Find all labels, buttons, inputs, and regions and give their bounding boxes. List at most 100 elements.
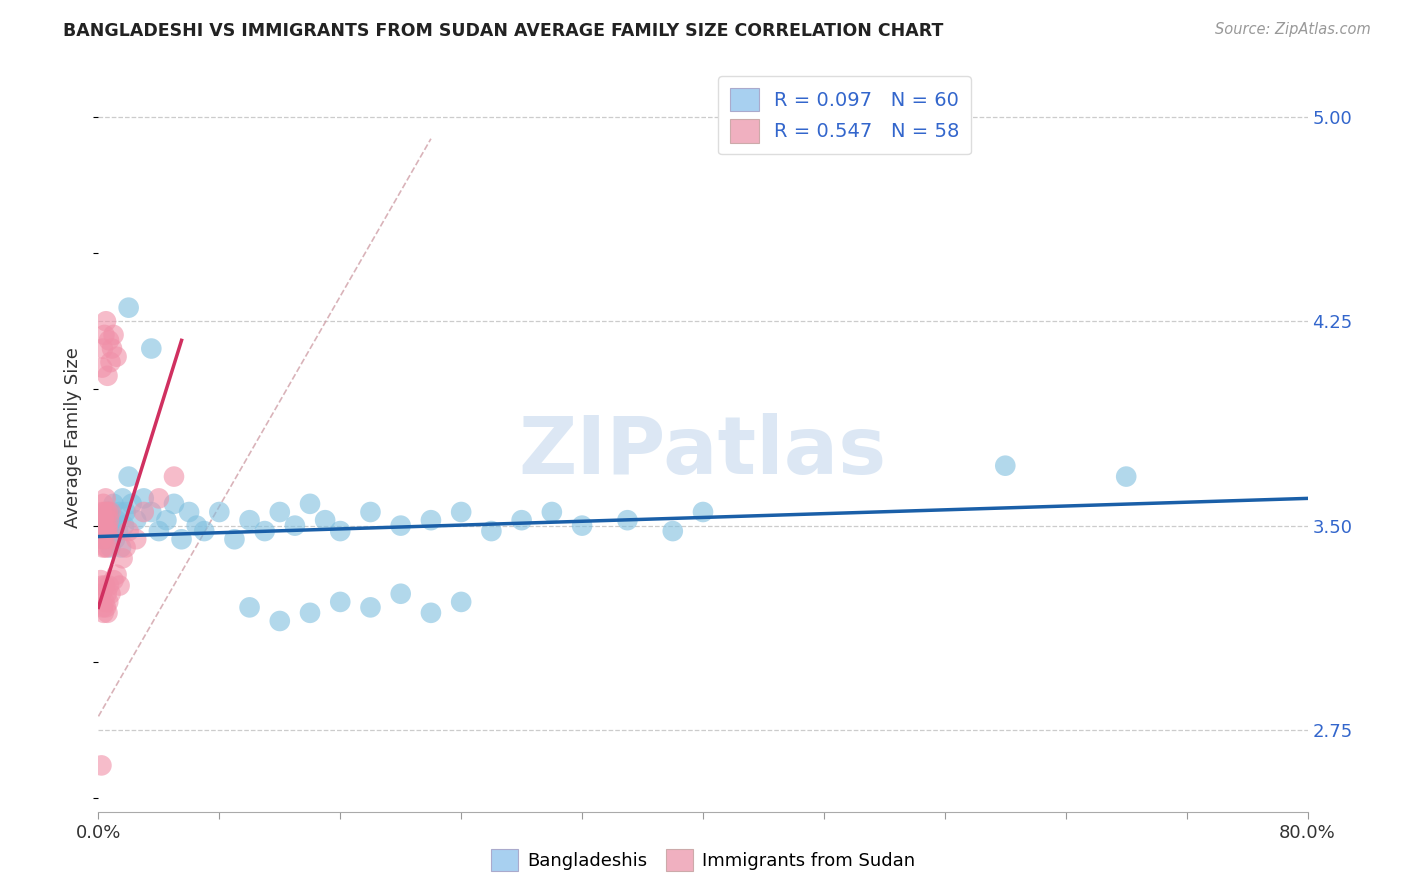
Point (108, 578, 131, 592)
Point (100, 541, 122, 555)
Point (155, 513, 177, 527)
Point (90, 573, 112, 587)
Point (224, 533, 246, 547)
Point (132, 491, 155, 506)
Point (107, 524, 129, 538)
Point (661, 524, 683, 538)
Point (93, 606, 115, 620)
Point (141, 505, 163, 519)
Point (193, 524, 215, 538)
Point (91, 578, 114, 592)
Point (103, 497, 125, 511)
Point (101, 342, 124, 356)
Point (360, 600, 382, 615)
Point (94, 491, 117, 506)
Point (91, 497, 114, 511)
Point (450, 505, 472, 519)
Point (420, 513, 443, 527)
Point (118, 301, 141, 315)
Point (540, 505, 562, 519)
Point (94, 513, 117, 527)
Point (239, 513, 262, 527)
Point (103, 327, 125, 342)
Point (111, 491, 134, 506)
Point (98, 578, 121, 592)
Point (91, 518, 114, 533)
Point (98, 334, 121, 348)
Point (105, 350, 128, 364)
Point (360, 505, 382, 519)
Point (389, 587, 412, 601)
Point (91, 541, 114, 555)
Point (90, 518, 112, 533)
Point (103, 573, 125, 587)
Point (94, 600, 117, 615)
Point (91, 505, 114, 519)
Point (96, 524, 118, 538)
Point (114, 505, 136, 519)
Point (269, 505, 291, 519)
Point (118, 524, 141, 538)
Point (91, 518, 114, 533)
Point (100, 587, 122, 601)
Point (96, 606, 118, 620)
Legend: Bangladeshis, Immigrants from Sudan: Bangladeshis, Immigrants from Sudan (484, 842, 922, 879)
Point (93, 524, 115, 538)
Point (114, 541, 136, 555)
Point (93, 595, 115, 609)
Point (105, 567, 128, 582)
Point (186, 518, 208, 533)
Point (112, 518, 135, 533)
Point (141, 342, 163, 356)
Point (96, 505, 118, 519)
Point (481, 524, 503, 538)
Point (299, 497, 322, 511)
Point (111, 551, 134, 566)
Point (420, 606, 443, 620)
Point (96, 368, 118, 383)
Point (93, 533, 115, 547)
Point (118, 469, 141, 483)
Point (96, 587, 118, 601)
Point (94, 578, 117, 592)
Point (450, 595, 472, 609)
Legend: R = 0.097   N = 60, R = 0.547   N = 58: R = 0.097 N = 60, R = 0.547 N = 58 (718, 76, 972, 154)
Point (170, 533, 193, 547)
Text: ZIPatlas: ZIPatlas (519, 413, 887, 491)
Point (132, 505, 155, 519)
Y-axis label: Average Family Size: Average Family Size (65, 347, 83, 527)
Point (90, 758, 112, 772)
Point (90, 524, 112, 538)
Point (91, 360, 114, 375)
Point (94, 518, 117, 533)
Point (100, 505, 122, 519)
Point (389, 518, 412, 533)
Point (100, 355, 122, 369)
Point (1115, 469, 1137, 483)
Point (91, 342, 114, 356)
Point (96, 541, 118, 555)
Point (314, 513, 336, 527)
Point (571, 518, 593, 533)
Point (96, 524, 118, 538)
Point (110, 541, 132, 555)
Point (101, 518, 124, 533)
Point (105, 513, 128, 527)
Text: BANGLADESHI VS IMMIGRANTS FROM SUDAN AVERAGE FAMILY SIZE CORRELATION CHART: BANGLADESHI VS IMMIGRANTS FROM SUDAN AVE… (63, 22, 943, 40)
Point (90, 587, 112, 601)
Point (616, 513, 638, 527)
Point (93, 327, 115, 342)
Point (94, 314, 117, 328)
Point (98, 533, 121, 547)
Point (284, 518, 307, 533)
Point (90, 513, 112, 527)
Point (98, 505, 121, 519)
Point (163, 497, 186, 511)
Point (125, 533, 148, 547)
Point (98, 513, 121, 527)
Point (94, 505, 117, 519)
Point (97, 524, 120, 538)
Point (163, 469, 186, 483)
Point (121, 497, 143, 511)
Point (253, 524, 276, 538)
